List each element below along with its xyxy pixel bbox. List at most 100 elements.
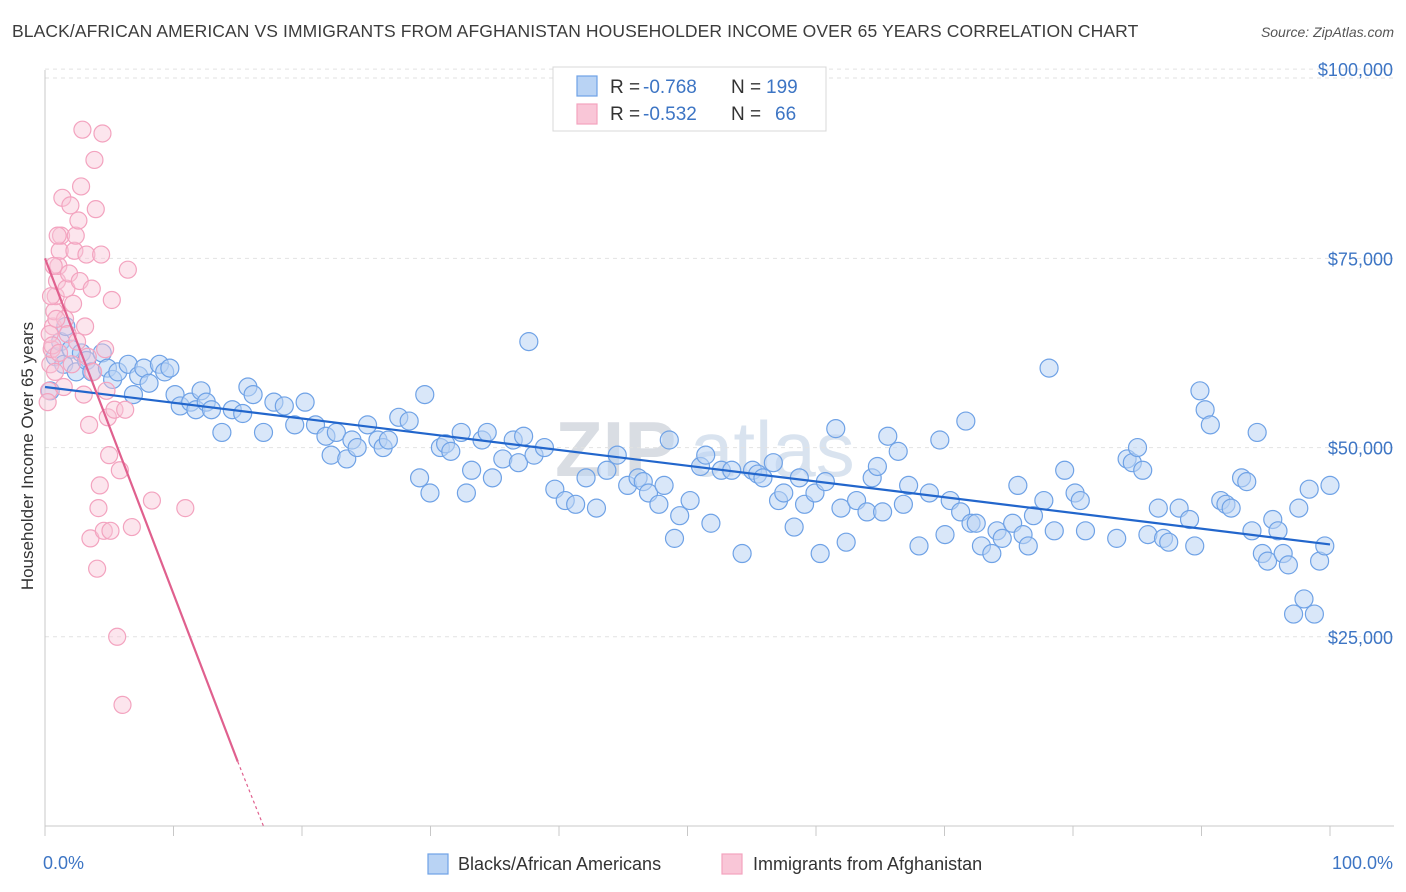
data-point-blacks bbox=[1070, 490, 1090, 511]
data-point-blacks bbox=[519, 332, 539, 352]
data-point-blacks bbox=[680, 490, 700, 511]
data-point-blacks bbox=[321, 445, 341, 465]
data-point-afghanistan bbox=[65, 241, 84, 260]
data-point-afghanistan bbox=[43, 336, 62, 355]
data-point-blacks bbox=[836, 532, 856, 552]
data-point-afghanistan bbox=[49, 343, 69, 363]
bottom-legend-swatch-afghanistan bbox=[721, 853, 743, 875]
data-point-blacks bbox=[1148, 498, 1168, 518]
data-point-blacks bbox=[1289, 498, 1309, 518]
legend-n-label-1: N = bbox=[731, 77, 761, 98]
y-tick-label: $100,000 bbox=[1318, 60, 1393, 80]
bottom-legend-swatch-blacks bbox=[427, 853, 449, 875]
y-tick-label: $25,000 bbox=[1328, 628, 1393, 648]
legend-n-label-2: N = bbox=[731, 104, 761, 125]
data-point-blacks bbox=[1283, 604, 1304, 624]
data-point-blacks bbox=[1304, 604, 1324, 624]
data-point-blacks bbox=[139, 373, 159, 393]
data-point-blacks bbox=[784, 517, 804, 537]
data-point-afghanistan bbox=[73, 120, 92, 139]
legend-swatch-afghanistan bbox=[576, 103, 598, 125]
data-point-afghanistan bbox=[48, 226, 67, 245]
data-point-blacks bbox=[1278, 555, 1298, 575]
data-point-blacks bbox=[212, 422, 232, 443]
data-point-blacks bbox=[477, 422, 497, 443]
data-point-afghanistan bbox=[142, 491, 162, 510]
data-point-blacks bbox=[160, 358, 180, 378]
data-point-blacks bbox=[347, 437, 367, 458]
data-point-blacks bbox=[1294, 589, 1314, 609]
data-point-blacks bbox=[1023, 506, 1044, 526]
legend-r-value-2: -0.532 bbox=[643, 104, 697, 125]
legend-r-label-1: R = bbox=[610, 77, 640, 98]
data-point-blacks bbox=[1237, 472, 1257, 492]
x-tick-label-min: 0.0% bbox=[43, 853, 84, 873]
data-point-blacks bbox=[1034, 490, 1054, 511]
data-point-blacks bbox=[1159, 532, 1179, 552]
legend-n-value-1: 199 bbox=[766, 77, 798, 98]
data-point-blacks bbox=[670, 506, 690, 526]
data-point-blacks bbox=[514, 426, 534, 446]
x-tick-label-max: 100.0% bbox=[1332, 853, 1393, 873]
data-point-afghanistan bbox=[74, 385, 93, 404]
data-point-blacks bbox=[409, 468, 430, 488]
series-afghanistan-points bbox=[38, 120, 195, 715]
x-ticks bbox=[44, 826, 1331, 836]
data-point-blacks bbox=[274, 396, 294, 416]
data-point-afghanistan bbox=[49, 256, 68, 276]
data-point-blacks bbox=[810, 543, 830, 564]
data-point-afghanistan bbox=[113, 695, 132, 715]
data-point-afghanistan bbox=[122, 517, 141, 537]
legend-r-value-1: -0.768 bbox=[643, 77, 697, 98]
data-point-blacks bbox=[1268, 521, 1288, 541]
data-point-blacks bbox=[753, 468, 773, 488]
data-point-blacks bbox=[482, 468, 503, 488]
data-point-blacks bbox=[1185, 536, 1205, 556]
y-axis-label: Householder Income Over 65 years bbox=[18, 322, 37, 590]
data-point-blacks bbox=[456, 483, 476, 503]
data-point-blacks bbox=[899, 475, 919, 496]
data-point-afghanistan bbox=[108, 627, 127, 646]
data-point-afghanistan bbox=[90, 476, 109, 495]
data-point-blacks bbox=[1075, 521, 1096, 541]
trend-line-blacks bbox=[44, 385, 1331, 546]
data-point-afghanistan bbox=[40, 324, 59, 344]
data-point-blacks bbox=[1039, 358, 1059, 378]
data-point-afghanistan bbox=[66, 226, 85, 245]
data-point-blacks bbox=[1190, 381, 1210, 401]
data-point-blacks bbox=[763, 453, 783, 473]
data-point-afghanistan bbox=[105, 400, 124, 419]
chart-source: Source: ZipAtlas.com bbox=[1260, 24, 1394, 40]
data-point-blacks bbox=[831, 498, 851, 518]
y-tick-label: $50,000 bbox=[1328, 439, 1393, 459]
data-point-blacks bbox=[649, 494, 669, 514]
data-point-blacks bbox=[1179, 509, 1200, 530]
series-legend: Blacks/African Americans Immigrants from… bbox=[427, 853, 982, 875]
data-point-blacks bbox=[1127, 437, 1148, 458]
data-point-blacks bbox=[909, 536, 929, 556]
data-point-blacks bbox=[1299, 479, 1319, 499]
data-point-afghanistan bbox=[80, 415, 99, 434]
series-blacks-points bbox=[40, 316, 1340, 624]
legend-r-label-2: R = bbox=[610, 104, 640, 125]
data-point-afghanistan bbox=[93, 124, 112, 143]
data-point-afghanistan bbox=[116, 400, 135, 419]
data-point-afghanistan bbox=[61, 196, 80, 215]
data-point-blacks bbox=[935, 525, 955, 545]
data-point-blacks bbox=[893, 494, 914, 514]
data-point-afghanistan bbox=[86, 200, 105, 219]
data-point-blacks bbox=[576, 468, 596, 488]
data-point-blacks bbox=[1044, 521, 1064, 541]
data-point-blacks bbox=[1055, 460, 1075, 480]
data-point-afghanistan bbox=[118, 260, 137, 279]
data-point-blacks bbox=[1138, 525, 1158, 545]
data-point-blacks bbox=[659, 430, 679, 450]
data-point-blacks bbox=[1133, 460, 1153, 480]
data-point-afghanistan bbox=[85, 150, 104, 170]
data-point-afghanistan bbox=[102, 290, 121, 310]
data-point-afghanistan bbox=[97, 381, 116, 400]
data-point-blacks bbox=[415, 384, 435, 405]
data-point-blacks bbox=[586, 498, 607, 518]
data-point-blacks bbox=[878, 426, 898, 446]
